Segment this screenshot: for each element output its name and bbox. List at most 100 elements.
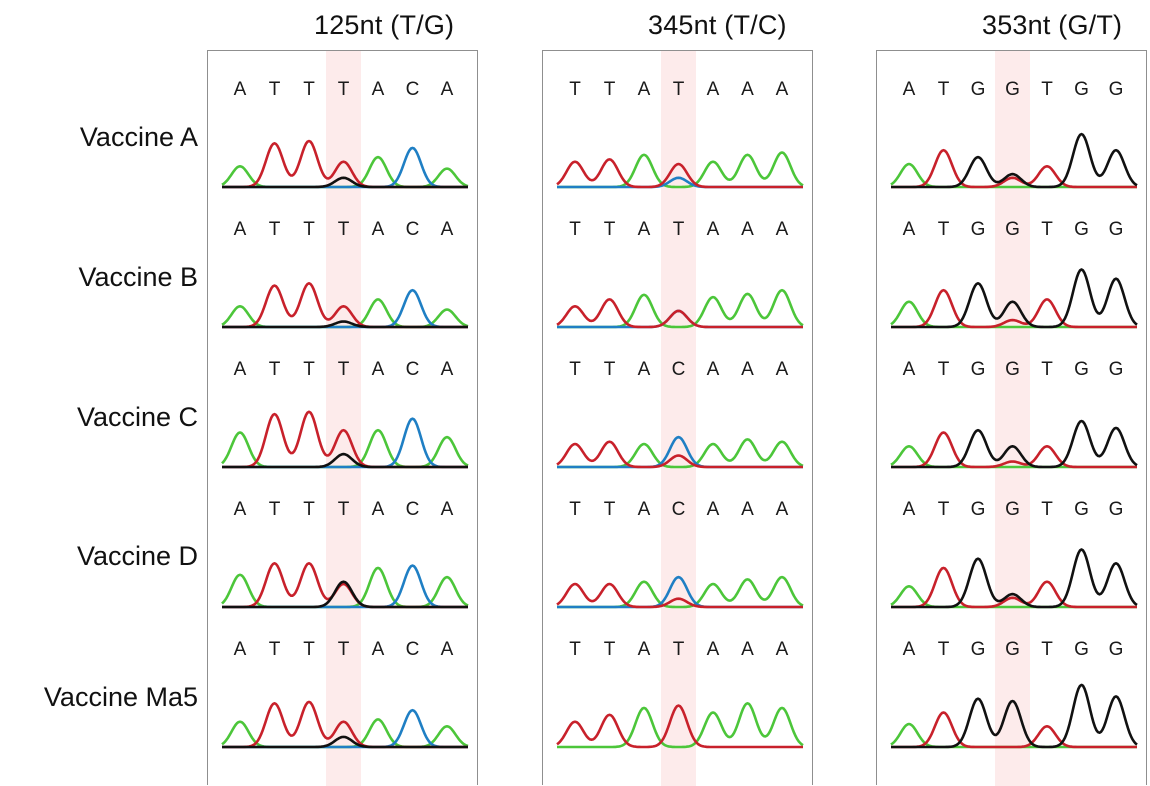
base-letter: T xyxy=(1041,219,1053,240)
base-letter: A xyxy=(903,359,916,380)
base-letter: A xyxy=(707,359,720,380)
base-letter: A xyxy=(372,359,385,380)
base-letter: T xyxy=(569,499,581,520)
base-letter: G xyxy=(1074,639,1089,660)
trace-c xyxy=(557,575,803,609)
base-letter: T xyxy=(938,639,950,660)
base-letter: T xyxy=(269,499,281,520)
base-letter: T xyxy=(604,359,616,380)
trace-t xyxy=(222,139,468,189)
base-letter: A xyxy=(372,499,385,520)
base-letter: T xyxy=(673,639,685,660)
column-title-353nt: 353nt (G/T) xyxy=(982,10,1123,40)
base-letter: A xyxy=(903,219,916,240)
base-letter: C xyxy=(672,359,686,380)
base-letter: G xyxy=(1005,79,1020,100)
row-label-vaccine-d: Vaccine D xyxy=(76,541,198,571)
base-letter: A xyxy=(903,499,916,520)
base-letter: G xyxy=(1109,639,1124,660)
trace-t xyxy=(556,704,803,749)
trace-g xyxy=(222,580,468,609)
base-letter: A xyxy=(707,639,720,660)
base-letter: C xyxy=(672,499,686,520)
base-letter: A xyxy=(638,639,651,660)
base-letter: T xyxy=(673,79,685,100)
base-letter: A xyxy=(741,219,754,240)
base-letter: T xyxy=(1041,639,1053,660)
base-letter: A xyxy=(903,639,916,660)
base-letter: A xyxy=(707,79,720,100)
base-letter: T xyxy=(604,639,616,660)
base-letter: T xyxy=(569,219,581,240)
base-letter: G xyxy=(1109,499,1124,520)
base-letter: A xyxy=(441,79,454,100)
base-letter: T xyxy=(673,219,685,240)
base-letter: A xyxy=(234,499,247,520)
base-letter: G xyxy=(1109,359,1124,380)
base-letter: G xyxy=(1074,499,1089,520)
base-letter: C xyxy=(406,499,420,520)
base-letter: G xyxy=(1074,79,1089,100)
trace-g xyxy=(222,452,468,469)
trace-g xyxy=(891,683,1138,749)
trace-t xyxy=(891,431,1137,469)
base-letter: G xyxy=(971,79,986,100)
base-letter: G xyxy=(971,359,986,380)
base-letter: T xyxy=(338,639,350,660)
base-letter: T xyxy=(569,79,581,100)
base-letter: T xyxy=(569,359,581,380)
base-letter: T xyxy=(269,639,281,660)
base-letter: G xyxy=(1005,499,1020,520)
column-title-125nt: 125nt (T/G) xyxy=(314,10,455,40)
trace-c xyxy=(557,435,803,469)
base-letter: T xyxy=(1041,79,1053,100)
trace-t xyxy=(556,440,803,469)
base-letter: A xyxy=(638,499,651,520)
row-label-vaccine-c: Vaccine C xyxy=(76,402,198,432)
base-letter: A xyxy=(372,219,385,240)
trace-g xyxy=(891,132,1138,189)
base-letter: T xyxy=(303,219,315,240)
trace-g xyxy=(891,419,1138,469)
base-letter: C xyxy=(406,219,420,240)
base-letter: T xyxy=(338,79,350,100)
trace-t xyxy=(891,148,1137,189)
base-letter: T xyxy=(569,639,581,660)
base-letter: T xyxy=(938,499,950,520)
trace-g xyxy=(222,735,468,749)
base-letter: T xyxy=(269,219,281,240)
trace-t xyxy=(222,410,468,469)
trace-t xyxy=(891,288,1137,329)
base-letter: A xyxy=(234,219,247,240)
row-label-vaccine-ma5: Vaccine Ma5 xyxy=(43,682,198,712)
trace-a xyxy=(557,702,804,749)
row-label-vaccine-b: Vaccine B xyxy=(78,262,198,292)
base-letter: A xyxy=(372,79,385,100)
base-letter: A xyxy=(234,639,247,660)
base-letter: A xyxy=(741,79,754,100)
base-letter: A xyxy=(441,219,454,240)
base-letter: A xyxy=(441,499,454,520)
trace-a xyxy=(557,438,804,469)
base-letter: G xyxy=(971,219,986,240)
base-letter: T xyxy=(1041,359,1053,380)
trace-a xyxy=(557,151,804,189)
base-letter: T xyxy=(938,79,950,100)
variant-site-highlight xyxy=(661,51,696,786)
trace-g xyxy=(222,176,468,189)
base-letter: A xyxy=(707,499,720,520)
base-letter: G xyxy=(1074,359,1089,380)
variant-site-highlight xyxy=(326,51,361,786)
base-letter: T xyxy=(338,359,350,380)
base-letter: G xyxy=(1074,219,1089,240)
base-letter: T xyxy=(1041,499,1053,520)
chromatogram-traces-353nt: A T G G T G GA T G G T G GA T G G T G GA T G G T G GA T G G T G G xyxy=(890,79,1138,749)
trace-t xyxy=(891,566,1137,609)
base-letter: A xyxy=(234,79,247,100)
trace-a xyxy=(557,575,804,609)
base-letter: A xyxy=(741,499,754,520)
trace-t xyxy=(556,582,803,609)
base-letter: A xyxy=(776,79,789,100)
base-letter: A xyxy=(638,219,651,240)
